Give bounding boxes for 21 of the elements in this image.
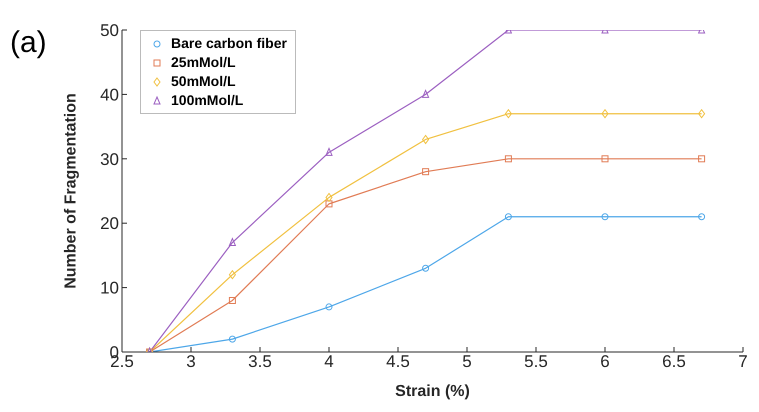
y-tick-label: 40 xyxy=(100,85,119,104)
x-tick-label: 5.5 xyxy=(524,352,548,372)
y-tick-label: 50 xyxy=(100,21,119,40)
legend-label: 50mMol/L xyxy=(171,72,236,91)
legend-label: Bare carbon fiber xyxy=(171,34,287,53)
y-tick-label: 20 xyxy=(100,214,119,234)
x-axis-title: Strain (%) xyxy=(395,383,470,400)
x-tick-label: 6 xyxy=(600,352,610,372)
x-tick-label: 5 xyxy=(462,352,472,372)
x-tick-label: 4 xyxy=(324,352,334,372)
x-tick-label: 4.5 xyxy=(386,352,410,372)
x-tick-label: 3.5 xyxy=(248,352,272,372)
x-tick-label: 3 xyxy=(186,352,196,372)
y-tick-label: 30 xyxy=(100,150,119,169)
x-tick-label: 7 xyxy=(738,352,748,372)
legend-label: 100mMol/L xyxy=(171,91,244,110)
legend-label: 25mMol/L xyxy=(171,53,236,72)
text: (a) xyxy=(10,26,47,60)
y-axis-title: Number of Fragmentation xyxy=(62,93,80,289)
x-tick-label: 6.5 xyxy=(662,352,686,372)
y-tick-label: 10 xyxy=(100,278,119,298)
